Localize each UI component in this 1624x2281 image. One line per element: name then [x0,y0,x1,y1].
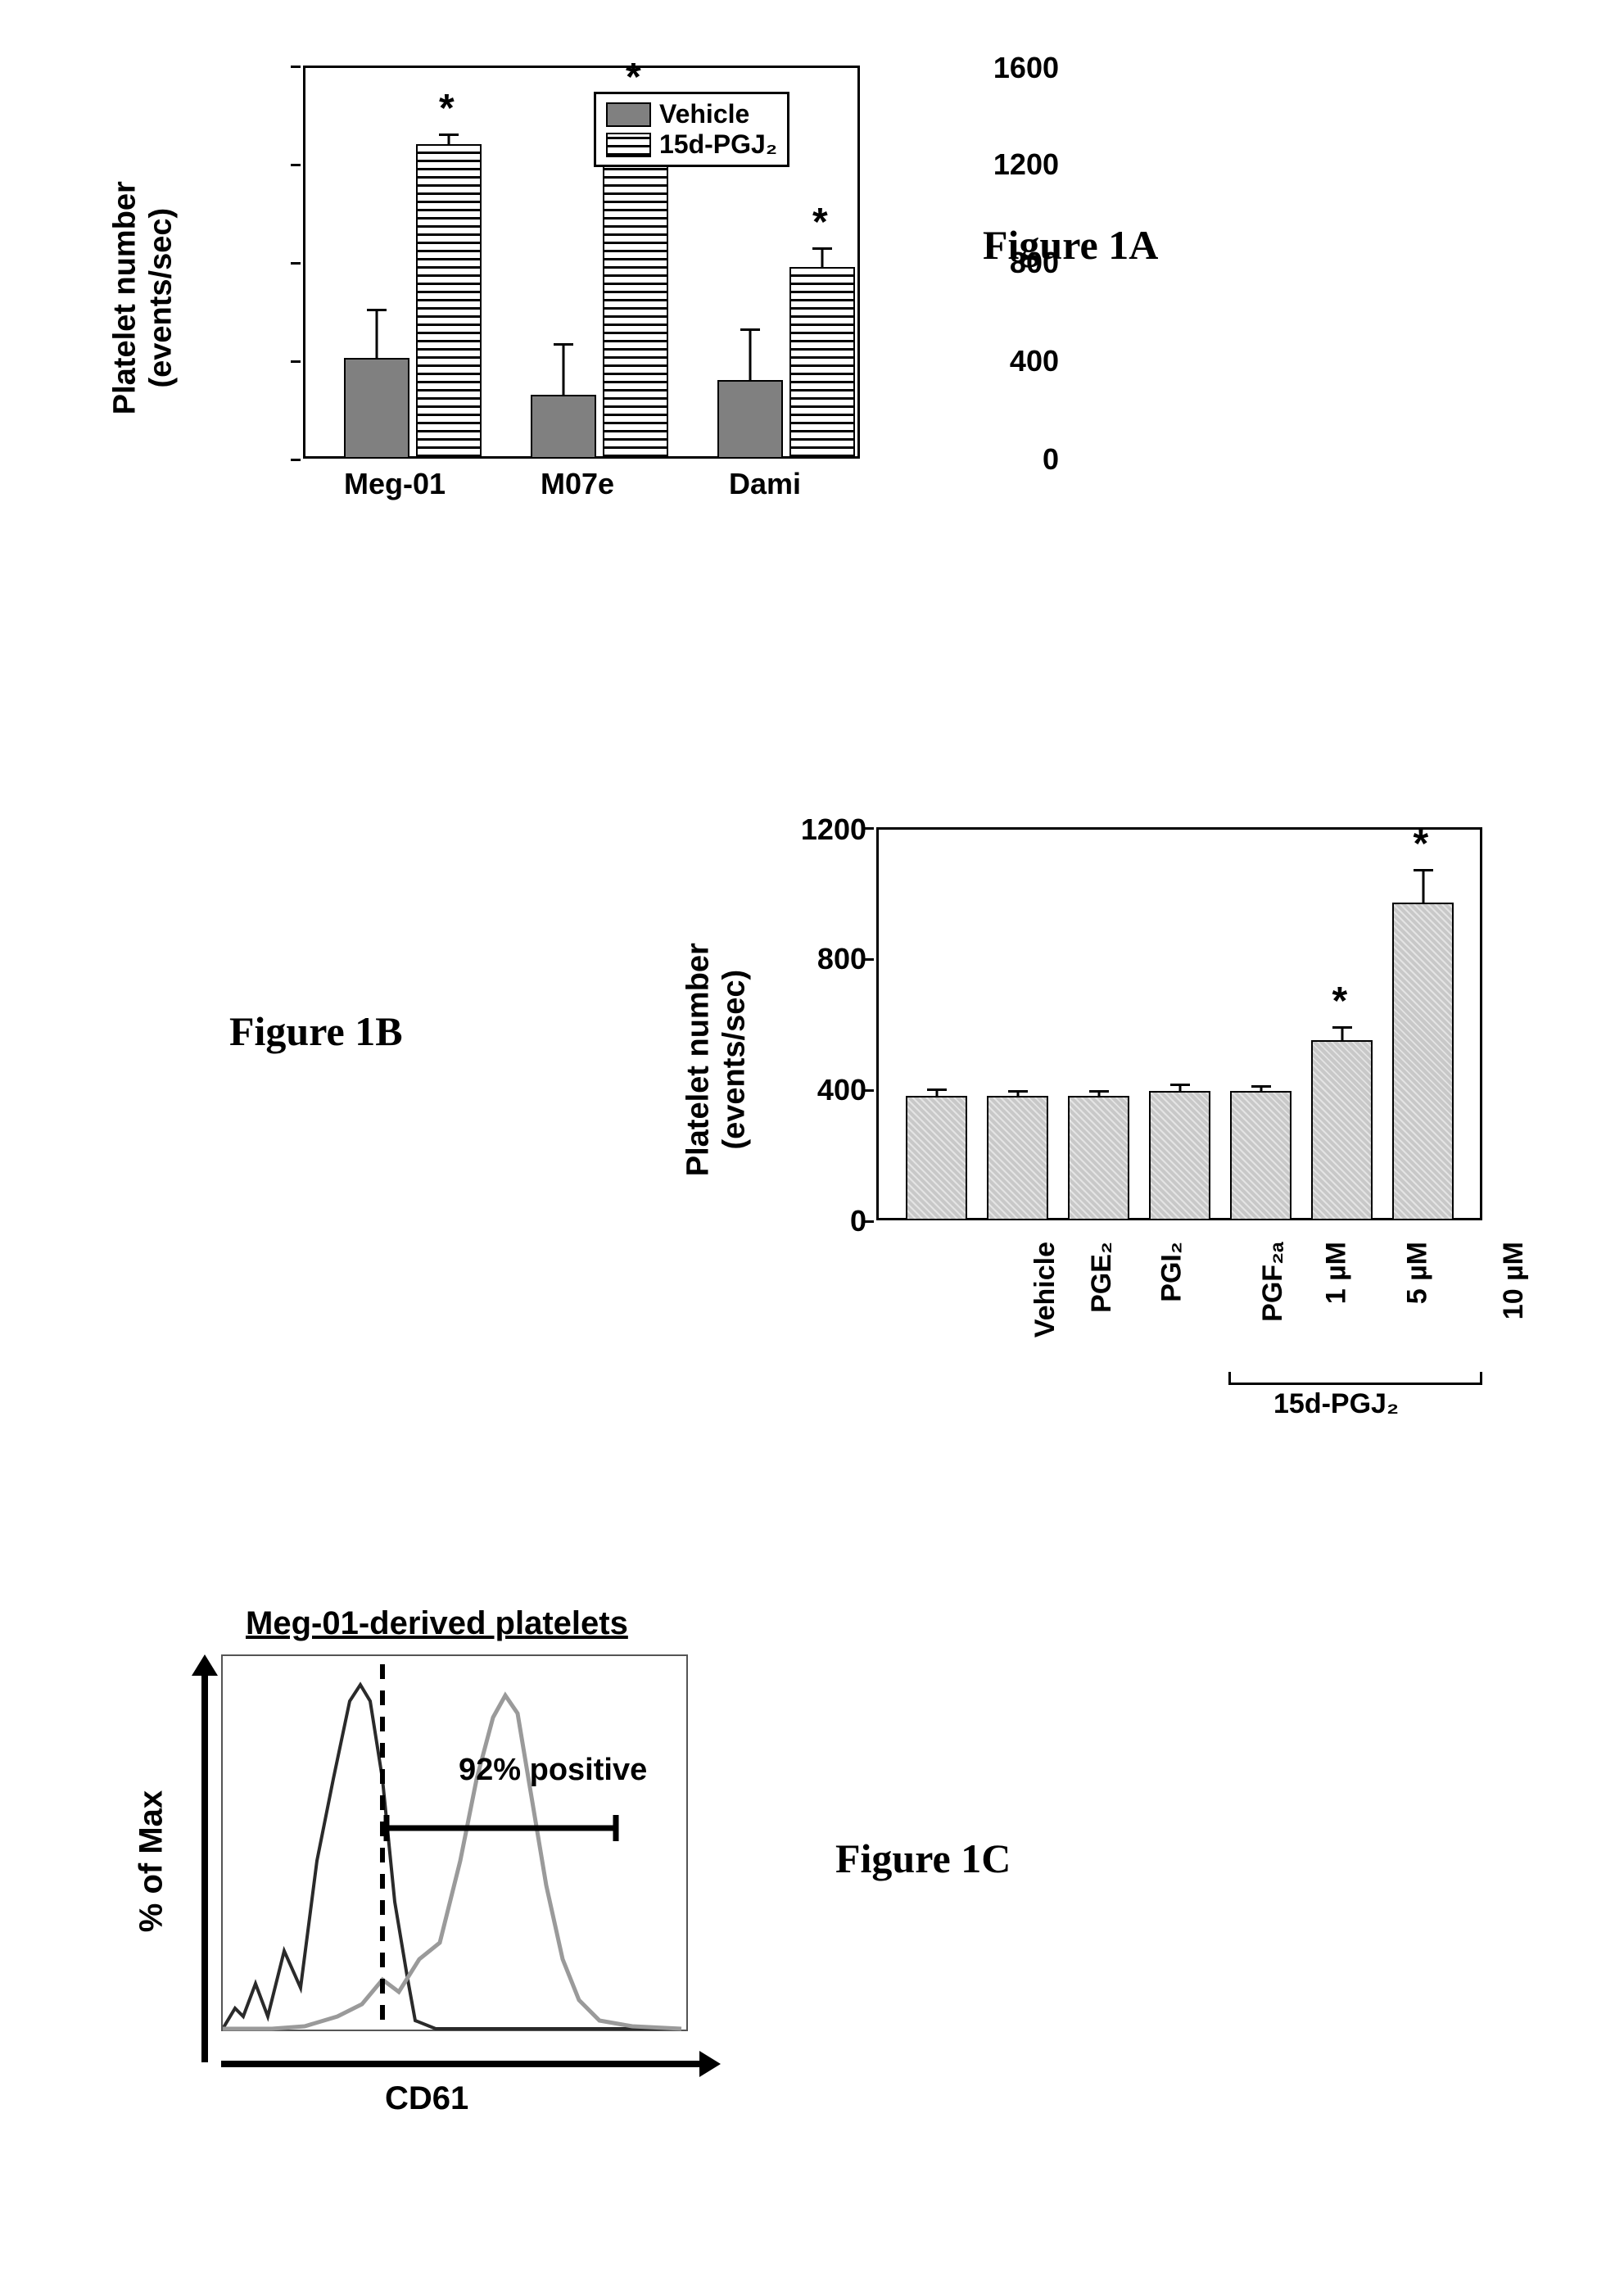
fig1a-bar-Dami-Vehicle [717,380,783,459]
fig1b-errorbar [1422,871,1424,903]
fig1a-ytick-0: 0 [977,442,1059,477]
fig1b-ytick-0: 0 [785,1204,866,1238]
fig1c-title: Meg-01-derived platelets [246,1605,628,1642]
fig1b-xlabel-2: PGI₂ [1156,1242,1187,1302]
fig1a-ytickmark [291,164,301,166]
fig1b-significance-star: * [1332,979,1348,1024]
fig1b-errorbar [1260,1088,1262,1091]
fig1c-curve-CD61 [223,1695,681,2029]
figure-1c-label: Figure 1C [835,1835,1011,1882]
fig1a-bar-M07e-15d-PGJ2 [603,124,668,459]
fig1b-errorcap [1332,1026,1352,1029]
fig1b-ytickmark [864,1089,874,1092]
fig1b-xlabel-4: 1 µM [1320,1242,1352,1304]
fig1a-errorbar [376,311,378,358]
fig1a-bar-Meg-01-Vehicle [344,358,409,459]
fig1a-ytick-1: 400 [977,344,1059,378]
fig1b-ytick-3: 1200 [785,812,866,847]
fig1a-errorbar [448,136,450,145]
fig1a-ytickmark [291,459,301,461]
legend-row-vehicle: Vehicle [606,99,777,129]
fig1b-errorbar [1016,1093,1019,1096]
fig1a-xlabel-2: Dami [729,467,801,501]
fig1b-xlabel-0: Vehicle [1029,1242,1061,1337]
fig1a-errorcap [367,309,387,311]
fig1a-errorcap [740,328,760,331]
fig1b-errorcap [927,1088,947,1091]
fig1a-errorbar [563,346,565,395]
fig1a-significance-star: * [439,86,455,131]
fig1c-x-axis-label: CD61 [385,2080,468,2117]
fig1b-ylabel-line2: (events/sec) [717,970,751,1150]
fig1a-ytickmark [291,360,301,363]
fig1a-ytick-2: 800 [977,246,1059,280]
fig1b-errorcap [1089,1090,1109,1093]
fig1b-errorcap [1008,1090,1028,1093]
fig1a-ylabel-line2: (events/sec) [143,208,178,388]
fig1a-bar-M07e-Vehicle [531,395,596,459]
fig1c-x-arrow-icon [221,2046,721,2082]
figure-1b-label: Figure 1B [229,1007,403,1055]
fig1b-bar-1 [987,1096,1048,1220]
fig1b-bar-5 [1311,1040,1373,1220]
fig1b-group-label: 15d-PGJ₂ [1273,1388,1399,1420]
fig1b-bar-6 [1392,903,1454,1220]
fig1a-ytick-4: 1600 [977,51,1059,85]
fig1b-ytick-2: 800 [785,942,866,976]
fig1b-bar-0 [906,1096,967,1220]
fig1b-errorcap [1414,869,1433,871]
legend-label-pgj2: 15d-PGJ₂ [659,129,777,160]
fig1a-xlabel-1: M07e [541,467,614,501]
fig1b-ytickmark [864,1220,874,1223]
fig1b-y-axis-label: Platelet number (events/sec) [681,863,752,1256]
fig1c-chart-panel [221,1654,688,2031]
fig1b-bar-4 [1230,1091,1292,1220]
fig1b-ytickmark [864,827,874,830]
legend-label-vehicle: Vehicle [659,99,749,129]
fig1b-bracket-left [1228,1372,1231,1385]
fig1a-errorcap [554,343,573,346]
fig1b-ytickmark [864,958,874,961]
fig1b-bar-2 [1068,1096,1129,1220]
fig1a-ytick-3: 1200 [977,147,1059,182]
fig1b-errorbar [1178,1086,1181,1091]
fig1b-group-bracket [1228,1383,1482,1385]
fig1c-y-arrow-icon [187,1654,223,2064]
fig1b-bars-area: ** [876,827,1482,1220]
fig1b-xlabel-6: 10 µM [1498,1242,1530,1319]
fig1a-errorbar [821,250,824,267]
fig1a-significance-star: * [812,200,828,245]
fig1c-curve-control [223,1685,681,2029]
fig1a-bar-Dami-15d-PGJ2 [789,267,855,459]
fig1b-xlabel-1: PGE₂ [1085,1242,1117,1313]
fig1b-errorbar [1097,1093,1100,1096]
fig1a-xlabel-0: Meg-01 [344,467,446,501]
fig1b-bar-3 [1149,1091,1210,1220]
fig1a-ytickmark [291,66,301,68]
fig1a-errorbar [749,331,752,380]
fig1a-bar-Meg-01-15d-PGJ2 [416,144,482,459]
fig1a-errorcap [439,134,459,136]
fig1b-errorcap [1170,1084,1190,1086]
fig1a-legend: Vehicle 15d-PGJ₂ [594,92,789,167]
legend-swatch-vehicle [606,102,651,127]
fig1a-y-axis-label: Platelet number (events/sec) [107,102,179,495]
fig1b-errorbar [1341,1029,1343,1040]
legend-swatch-pgj2 [606,133,651,157]
legend-row-pgj2: 15d-PGJ₂ [606,129,777,160]
fig1b-errorcap [1251,1085,1271,1088]
fig1b-bracket-right [1480,1372,1482,1385]
fig1b-ytick-1: 400 [785,1073,866,1107]
fig1c-svg [223,1656,690,2033]
fig1a-errorcap [812,247,832,250]
fig1b-xlabel-5: 5 µM [1401,1242,1433,1304]
fig1b-xlabel-3: PGF₂ₐ [1256,1242,1288,1322]
fig1c-annotation: 92% positive [459,1753,647,1788]
fig1c-y-axis-label: % of Max [133,1739,170,1985]
fig1b-ylabel-line1: Platelet number [681,943,715,1176]
fig1a-ylabel-line1: Platelet number [107,181,142,414]
fig1b-errorbar [935,1091,938,1096]
fig1b-significance-star: * [1414,821,1429,867]
fig1a-ytickmark [291,262,301,265]
